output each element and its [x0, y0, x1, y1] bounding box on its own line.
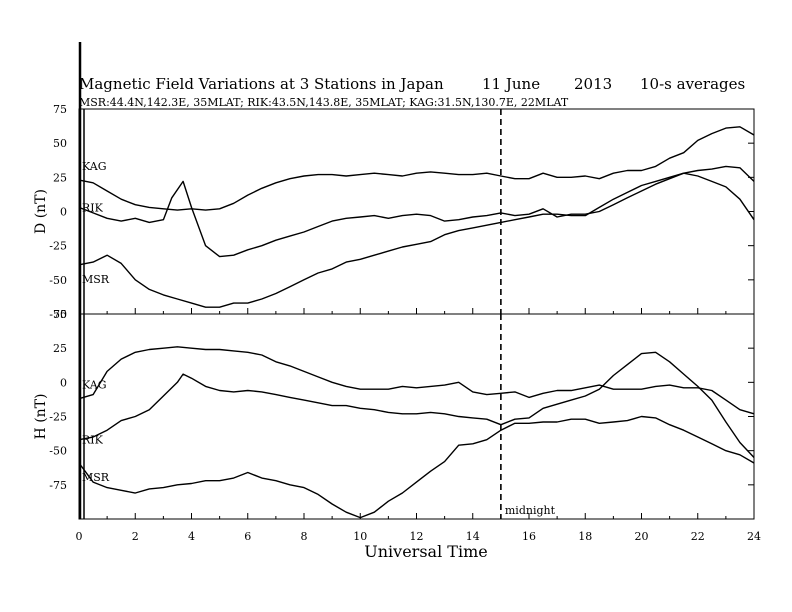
y-tick-label: 50 — [53, 137, 67, 150]
x-tick-label: 20 — [635, 530, 649, 543]
x-tick-label: 6 — [244, 530, 251, 543]
series-line-kag — [78, 346, 755, 415]
series-line-kag — [78, 126, 755, 211]
series-label-kag: KAG — [82, 379, 107, 392]
y-tick-label: -25 — [49, 411, 67, 424]
x-tick-label: 22 — [691, 530, 705, 543]
chart-title: Magnetic Field Variations at 3 Stations … — [79, 75, 444, 93]
x-tick-label: 2 — [132, 530, 139, 543]
chart-marks — [78, 42, 755, 520]
x-tick-label: 8 — [301, 530, 308, 543]
y-axis-label: H (nT) — [33, 394, 49, 440]
x-tick-label: 0 — [76, 530, 83, 543]
station-coordinates: MSR:44.4N,142.3E, 35MLAT; RIK:43.5N,143.… — [79, 96, 569, 109]
series-line-rik — [78, 351, 755, 458]
y-tick-label: 25 — [53, 342, 67, 355]
x-tick-label: 12 — [410, 530, 424, 543]
x-tick-label: 4 — [188, 530, 195, 543]
y-tick-label: -50 — [49, 274, 67, 287]
series-label-msr: MSR — [82, 273, 110, 286]
x-tick-label: 24 — [747, 530, 761, 543]
y-tick-label: 0 — [60, 376, 67, 389]
series-line-msr — [78, 172, 755, 308]
y-tick-label: -50 — [49, 445, 67, 458]
y-tick-label: 0 — [60, 206, 67, 219]
h-panel-frame — [78, 313, 755, 520]
series-label-rik: RIK — [82, 434, 104, 447]
x-tick-label: 10 — [353, 530, 367, 543]
series-line-msr — [78, 415, 755, 519]
y-tick-label: 75 — [53, 103, 67, 116]
y-tick-label: -75 — [49, 479, 67, 492]
y-tick-label: -25 — [49, 240, 67, 253]
x-tick-label: 14 — [466, 530, 480, 543]
x-tick-label: 16 — [522, 530, 536, 543]
midnight-label: midnight — [505, 504, 556, 517]
series-line-rik — [78, 165, 755, 258]
y-tick-label: -75 — [49, 308, 67, 321]
x-axis-label: Universal Time — [364, 542, 487, 561]
chart-averaging: 10-s averages — [640, 75, 745, 93]
chart-year: 2013 — [574, 75, 612, 93]
chart-labels: 75 50 25 0 -25 -50 -75 D (nT) KAG RIK MSR 50 25 0 -25 -… — [33, 103, 761, 561]
x-tick-label: 18 — [578, 530, 592, 543]
d-panel-frame — [78, 108, 755, 315]
y-tick-label: 50 — [53, 308, 67, 321]
series-label-kag: KAG — [82, 160, 107, 173]
series-label-rik: RIK — [82, 201, 104, 214]
series-label-msr: MSR — [82, 471, 110, 484]
y-tick-label: 25 — [53, 171, 67, 184]
y-axis-label: D (nT) — [33, 189, 49, 234]
chart-date: 11 June — [482, 75, 540, 93]
